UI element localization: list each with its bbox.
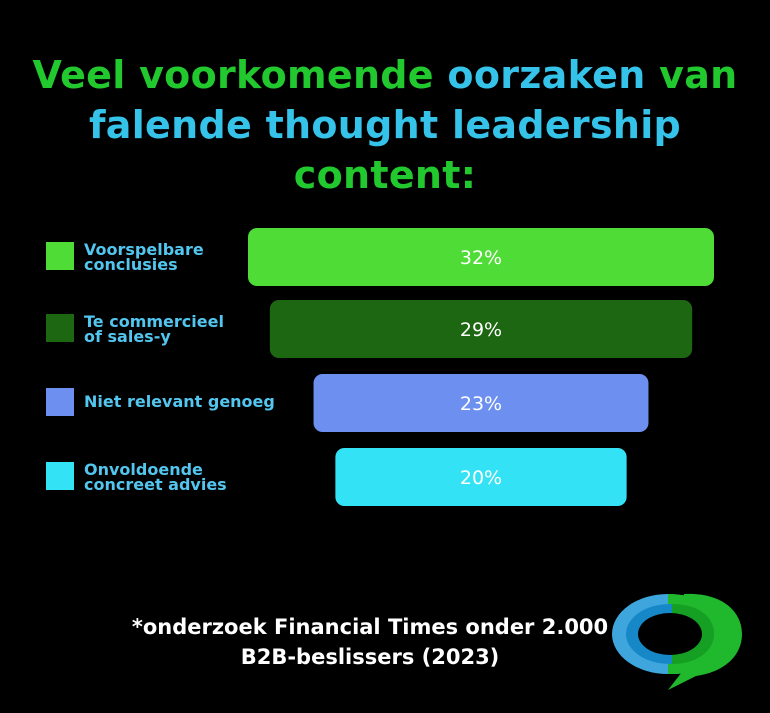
bar xyxy=(269,300,693,358)
bar-value-label: 32% xyxy=(460,247,502,269)
legend-label-line: Onvoldoende xyxy=(84,460,203,479)
legend-label-line: Niet relevant genoeg xyxy=(84,392,275,411)
legend-swatch xyxy=(46,242,74,270)
title-segment: van xyxy=(645,53,738,97)
title-segment: Veel voorkomende xyxy=(32,53,448,97)
legend-swatch xyxy=(46,314,74,342)
title-segment: falende thought leadership xyxy=(88,103,682,147)
legend-label-line: concreet advies xyxy=(84,475,227,494)
footnote-line-2: B2B-beslissers (2023) xyxy=(240,645,500,669)
page-title: Veel voorkomende oorzaken van falende th… xyxy=(0,50,770,200)
title-line-1: Veel voorkomende oorzaken van xyxy=(0,50,770,100)
bar xyxy=(335,448,627,506)
legend-label-line: conclusies xyxy=(84,255,178,274)
bar-value-label: 29% xyxy=(460,319,502,341)
title-line-2: falende thought leadership content: xyxy=(0,100,770,200)
footnote-line-1: *onderzoek Financial Times onder 2.000 xyxy=(131,615,609,639)
legend-label-line: of sales-y xyxy=(84,327,171,346)
legend-label: Onvoldoende concreet advies xyxy=(84,460,284,494)
legend-label-line: Te commercieel xyxy=(84,312,224,331)
title-segment: oorzaken xyxy=(447,53,646,97)
bar-value-label: 23% xyxy=(460,393,502,415)
source-footnote: *onderzoek Financial Times onder 2.000 B… xyxy=(100,612,640,672)
bar xyxy=(248,228,714,286)
legend-swatch xyxy=(46,462,74,490)
bar xyxy=(313,374,649,432)
legend-label-line: Voorspelbare xyxy=(84,240,204,259)
speech-bubble-logo-icon xyxy=(612,593,742,690)
legend-swatch xyxy=(46,388,74,416)
legend-label: Te commercieel of sales-y xyxy=(84,312,284,346)
title-segment: content: xyxy=(293,153,477,197)
bar-value-label: 20% xyxy=(460,467,502,489)
legend-label: Niet relevant genoeg xyxy=(84,392,284,411)
legend-label: Voorspelbare conclusies xyxy=(84,240,284,274)
